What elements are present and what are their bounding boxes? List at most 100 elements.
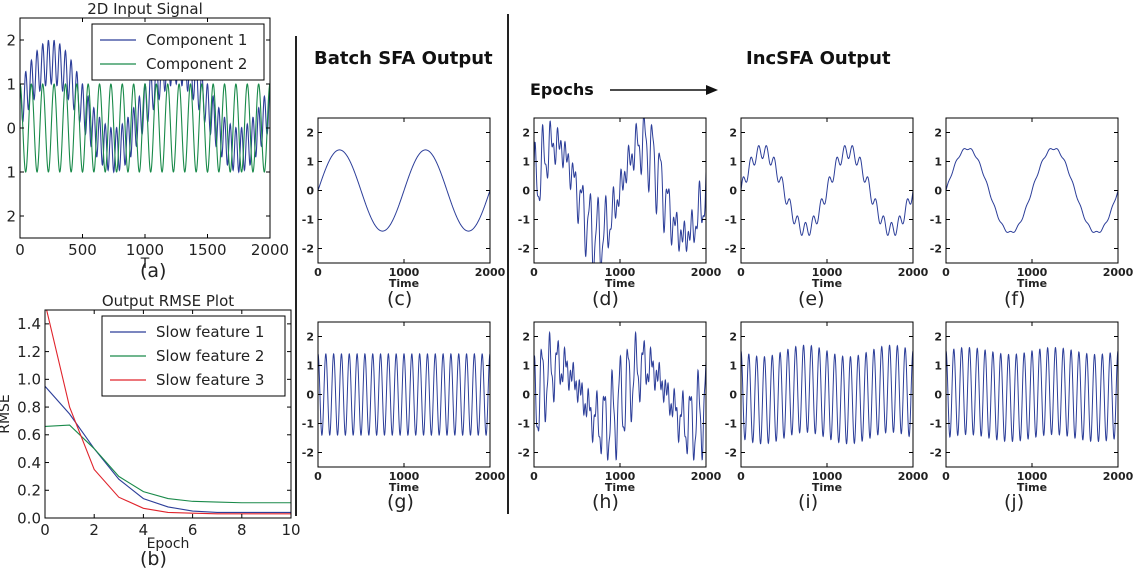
ytick-label-h-0: -2 xyxy=(518,446,530,459)
xtick-label-d-2: 2000 xyxy=(691,266,722,279)
ylabel-b: RMSE xyxy=(0,394,13,434)
xtick-label-g-0: 0 xyxy=(314,470,322,483)
xtick-label-b-4: 8 xyxy=(237,521,247,539)
caption-b: (b) xyxy=(140,548,167,570)
xlabel-i: Time xyxy=(812,481,842,494)
xtick-label-b-3: 6 xyxy=(188,521,198,539)
xtick-label-a-2: 1000 xyxy=(126,241,164,259)
ytick-label-h-2: 0 xyxy=(522,388,530,401)
xtick-label-e-1: 1000 xyxy=(812,266,843,279)
xtick-label-i-1: 1000 xyxy=(812,470,843,483)
xtick-label-c-1: 1000 xyxy=(389,266,420,279)
series-group-e xyxy=(741,145,913,236)
xtick-label-b-0: 0 xyxy=(40,521,50,539)
caption-e: (e) xyxy=(798,288,825,310)
ytick-label-j-4: 2 xyxy=(934,330,942,343)
xtick-label-f-0: 0 xyxy=(942,266,950,279)
ytick-label-b-7: 1.4 xyxy=(17,315,41,333)
caption-c: (c) xyxy=(387,288,413,310)
plot-frame-b xyxy=(44,309,292,519)
xtick-label-i-0: 0 xyxy=(737,470,745,483)
xlabel-a: T xyxy=(140,256,150,272)
batch-sfa-header: Batch SFA Output xyxy=(314,48,493,69)
series-line-g-0 xyxy=(318,352,490,437)
ytick-label-i-2: 0 xyxy=(729,388,737,401)
xtick-label-h-2: 2000 xyxy=(691,470,722,483)
ytick-label-a-3: 1 xyxy=(6,75,16,93)
series-line-h-0 xyxy=(534,330,706,461)
title-a: 2D Input Signal xyxy=(87,0,203,18)
legend-label-b-0: Slow feature 1 xyxy=(156,323,264,341)
xtick-label-j-0: 0 xyxy=(942,470,950,483)
ytick-label-i-4: 2 xyxy=(729,330,737,343)
ytick-label-b-0: 0.0 xyxy=(17,509,41,527)
xtick-label-c-2: 2000 xyxy=(475,266,506,279)
incsfa-header: IncSFA Output xyxy=(746,48,891,69)
xlabel-j: Time xyxy=(1017,481,1047,494)
series-line-d-0 xyxy=(534,118,706,263)
xlabel-e: Time xyxy=(812,277,842,290)
series-line-b-0 xyxy=(45,385,291,514)
plot-frame-h xyxy=(533,321,707,468)
caption-a: (a) xyxy=(140,260,167,282)
legend-box-a xyxy=(91,23,265,81)
xlabel-f: Time xyxy=(1017,277,1047,290)
ytick-label-f-0: -2 xyxy=(930,242,942,255)
xtick-label-a-1: 500 xyxy=(68,241,97,259)
ytick-label-d-1: -1 xyxy=(518,213,530,226)
ytick-label-g-1: -1 xyxy=(302,417,314,430)
xtick-label-a-4: 2000 xyxy=(251,241,289,259)
divider-left xyxy=(295,36,297,516)
ytick-label-j-3: 1 xyxy=(934,359,942,372)
series-group-b xyxy=(45,310,291,515)
xtick-label-f-1: 1000 xyxy=(1017,266,1048,279)
series-group-d xyxy=(534,118,706,263)
caption-i: (i) xyxy=(798,491,819,513)
divider-right xyxy=(507,14,509,514)
xtick-label-g-1: 1000 xyxy=(389,470,420,483)
xtick-label-c-0: 0 xyxy=(314,266,322,279)
ytick-label-a-4: 2 xyxy=(6,31,16,49)
xtick-label-b-1: 2 xyxy=(89,521,99,539)
xtick-label-i-2: 2000 xyxy=(898,470,929,483)
ytick-label-j-1: -1 xyxy=(930,417,942,430)
xtick-label-d-1: 1000 xyxy=(605,266,636,279)
series-group-f xyxy=(946,148,1118,233)
xtick-label-j-2: 2000 xyxy=(1103,470,1134,483)
xtick-label-f-2: 2000 xyxy=(1103,266,1134,279)
ytick-label-b-3: 0.6 xyxy=(17,426,41,444)
series-group-h xyxy=(534,330,706,461)
ytick-label-a-1: 1 xyxy=(6,163,16,181)
ytick-label-c-3: 1 xyxy=(306,155,314,168)
series-line-i-0 xyxy=(741,344,913,445)
ytick-label-j-2: 0 xyxy=(934,388,942,401)
ytick-label-h-4: 2 xyxy=(522,330,530,343)
ytick-label-g-4: 2 xyxy=(306,330,314,343)
ytick-label-h-3: 1 xyxy=(522,359,530,372)
ytick-label-d-3: 1 xyxy=(522,155,530,168)
ytick-label-a-0: 2 xyxy=(6,207,16,225)
series-group-c xyxy=(318,149,490,232)
ytick-label-f-1: -1 xyxy=(930,213,942,226)
xtick-label-h-1: 1000 xyxy=(605,470,636,483)
caption-d: (d) xyxy=(592,288,619,310)
series-line-c-0 xyxy=(318,149,490,232)
ytick-label-i-1: -1 xyxy=(725,417,737,430)
xtick-label-j-1: 1000 xyxy=(1017,470,1048,483)
epochs-label: Epochs xyxy=(530,80,594,99)
legend-label-a-0: Component 1 xyxy=(146,31,247,49)
ytick-label-b-2: 0.4 xyxy=(17,454,41,472)
ytick-label-f-3: 1 xyxy=(934,155,942,168)
ytick-label-b-1: 0.2 xyxy=(17,482,41,500)
ytick-label-c-2: 0 xyxy=(306,184,314,197)
series-group-g xyxy=(318,352,490,437)
xtick-label-a-0: 0 xyxy=(15,241,25,259)
ytick-label-g-2: 0 xyxy=(306,388,314,401)
legend-label-b-1: Slow feature 2 xyxy=(156,347,264,365)
xtick-label-b-2: 4 xyxy=(139,521,149,539)
ytick-label-f-2: 0 xyxy=(934,184,942,197)
ytick-label-e-0: -2 xyxy=(725,242,737,255)
caption-g: (g) xyxy=(387,491,414,513)
